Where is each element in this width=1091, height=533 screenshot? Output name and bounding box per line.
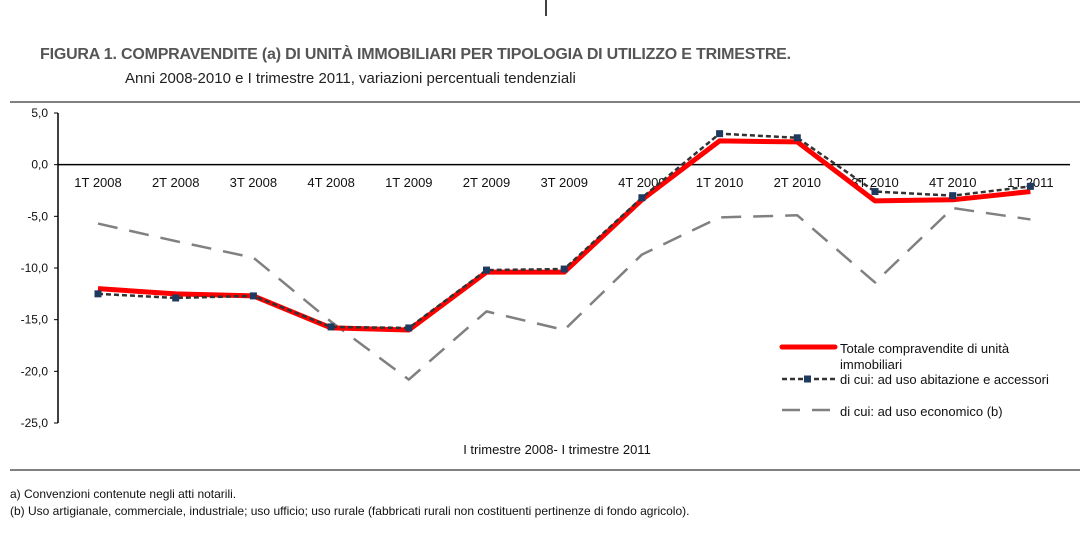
x-tick-label: 4T 2010	[929, 175, 976, 190]
x-tick-label: 1T 2010	[696, 175, 743, 190]
y-tick-label: -20,0	[21, 364, 49, 378]
series-line-0	[97, 138, 1031, 333]
figure-title: FIGURA 1. COMPRAVENDITE (a) DI UNITÀ IMM…	[40, 46, 791, 63]
x-tick-label: 1T 2009	[385, 175, 432, 190]
x-tick-label: 3T 2009	[540, 175, 587, 190]
series-line-1	[97, 132, 1031, 330]
data-point-marker	[638, 194, 646, 202]
series-line-2	[97, 206, 1031, 381]
x-tick-label: 2T 2009	[463, 175, 510, 190]
x-axis-label: I trimestre 2008- I trimestre 2011	[463, 442, 651, 457]
data-point-marker	[949, 192, 957, 200]
data-point-marker	[327, 323, 335, 331]
x-tick-label: 1T 2008	[74, 175, 121, 190]
y-tick-label: -5,0	[27, 209, 48, 223]
data-point-marker	[716, 130, 724, 138]
x-tick-label: 3T 2008	[230, 175, 277, 190]
y-tick-label: 0,0	[31, 158, 48, 172]
y-tick-label: 5,0	[31, 106, 48, 120]
legend-label-total: Totale compravendite di unità immobiliari	[840, 341, 1010, 372]
data-point-marker	[249, 292, 257, 300]
legend-label-economico: di cui: ad uso economico (b)	[840, 404, 1003, 419]
data-point-marker	[172, 294, 180, 302]
x-tick-label: 1T 2011	[1007, 175, 1054, 190]
data-point-marker	[1026, 182, 1034, 190]
data-point-marker	[793, 134, 801, 142]
x-tick-label: 3T 2010	[851, 175, 898, 190]
figure-subtitle: Anni 2008-2010 e I trimestre 2011, varia…	[125, 70, 576, 87]
x-tick-label: 2T 2008	[152, 175, 199, 190]
data-point-marker	[871, 188, 879, 196]
y-tick-label: -10,0	[21, 261, 49, 275]
x-tick-label: 4T 2008	[307, 175, 354, 190]
legend-marker-abitazione	[804, 375, 811, 383]
y-tick-label: -25,0	[21, 416, 49, 430]
footnote-b: (b) Uso artigianale, commerciale, indust…	[10, 504, 690, 518]
x-tick-label: 4T 2009	[618, 175, 665, 190]
data-point-marker	[560, 265, 568, 273]
y-tick-label: -15,0	[21, 313, 49, 327]
footnote-a: a) Convenzioni contenute negli atti nota…	[10, 487, 237, 501]
legend-label-abitazione: di cui: ad uso abitazione e accessori	[840, 372, 1049, 387]
data-point-marker	[405, 324, 413, 332]
data-point-marker	[94, 290, 102, 298]
x-tick-label: 2T 2010	[774, 175, 821, 190]
data-point-marker	[483, 266, 490, 274]
